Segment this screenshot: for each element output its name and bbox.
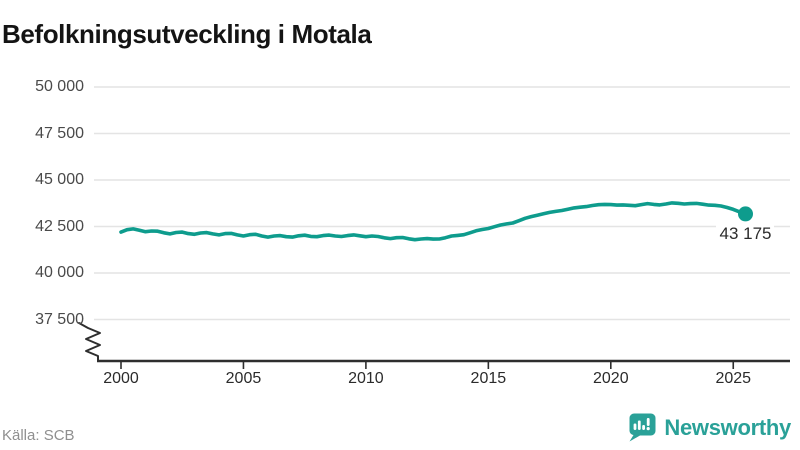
population-series-line	[119, 201, 748, 242]
source-note: Källa: SCB	[2, 427, 75, 444]
newsworthy-logo-icon	[629, 413, 656, 442]
y-tick-label: 45 000	[35, 171, 84, 188]
newsworthy-wordmark: Newsworthy	[664, 414, 791, 440]
x-tick-label: 2020	[593, 370, 629, 387]
gridlines	[94, 86, 790, 321]
newsworthy-branding[interactable]: Newsworthy	[629, 413, 791, 442]
x-tick-label: 2000	[103, 370, 139, 387]
x-axis	[97, 359, 790, 369]
axis-break-icon	[78, 322, 101, 362]
y-tick-label: 40 000	[35, 264, 84, 281]
y-tick-label: 50 000	[35, 78, 84, 95]
x-tick-label: 2015	[470, 370, 507, 387]
last-point-value-label: 43 175	[695, 223, 795, 244]
y-tick-label: 47 500	[35, 124, 84, 142]
x-tick-label: 2010	[348, 370, 384, 387]
chart-title: Befolkningsutveckling i Motala	[2, 19, 372, 50]
bar-chart-glyph	[634, 418, 651, 431]
x-tick-label: 2025	[715, 370, 752, 387]
last-point-marker	[738, 206, 753, 222]
y-tick-label: 42 500	[35, 217, 84, 235]
y-tick-label: 37 500	[35, 310, 84, 328]
x-tick-label: 2005	[225, 370, 262, 387]
